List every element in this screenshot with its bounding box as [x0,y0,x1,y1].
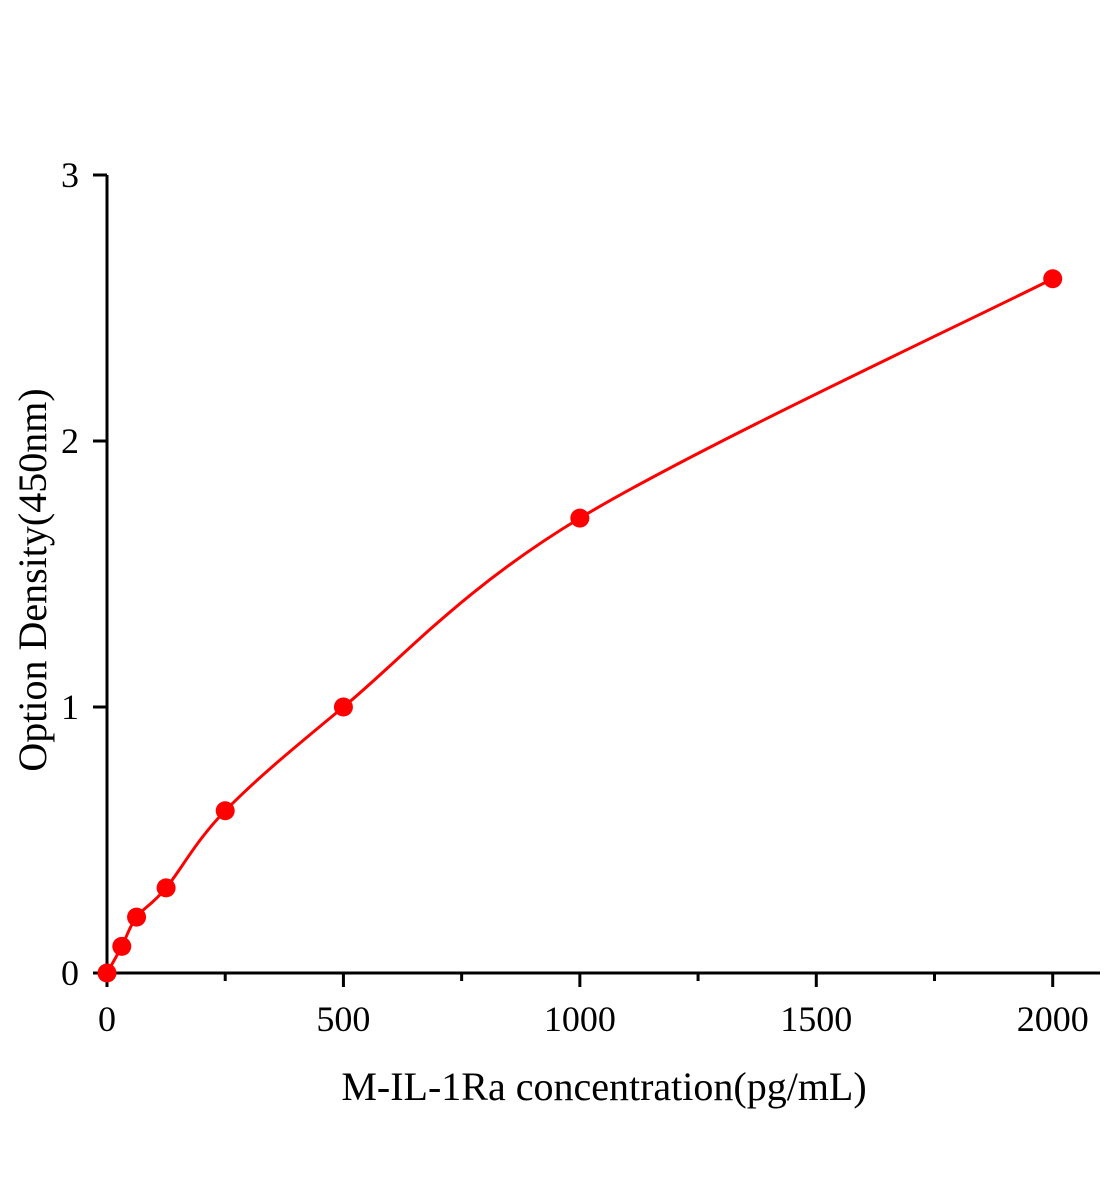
y-tick-label: 0 [61,953,79,993]
data-point [1043,269,1063,289]
data-point [156,878,176,898]
data-point [112,936,132,956]
data-point [215,801,235,821]
x-tick-label: 1000 [544,999,616,1039]
ticks: 0 500 1000 1500 2000 0 1 2 3 [61,155,1089,1039]
axes [105,175,1100,975]
data-point [127,907,147,927]
y-tick-label: 2 [61,421,79,461]
y-axis-label: Option Density(450nm) [10,388,55,771]
data-point [97,963,117,983]
x-tick-label: 1500 [780,999,852,1039]
x-tick-label: 0 [98,999,116,1039]
y-tick-label: 3 [61,155,79,195]
data-point [333,697,353,717]
x-axis-label: M-IL-1Ra concentration(pg/mL) [341,1064,866,1109]
y-tick-label: 1 [61,687,79,727]
data-points [97,269,1063,983]
x-tick-label: 500 [316,999,370,1039]
fitted-curve [105,277,1054,974]
data-point [570,508,590,528]
x-tick-label: 2000 [1017,999,1089,1039]
